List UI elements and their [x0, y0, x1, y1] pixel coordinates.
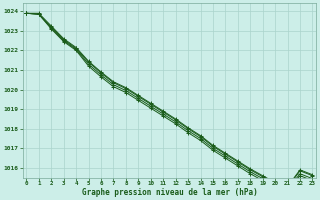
X-axis label: Graphe pression niveau de la mer (hPa): Graphe pression niveau de la mer (hPa): [82, 188, 257, 197]
